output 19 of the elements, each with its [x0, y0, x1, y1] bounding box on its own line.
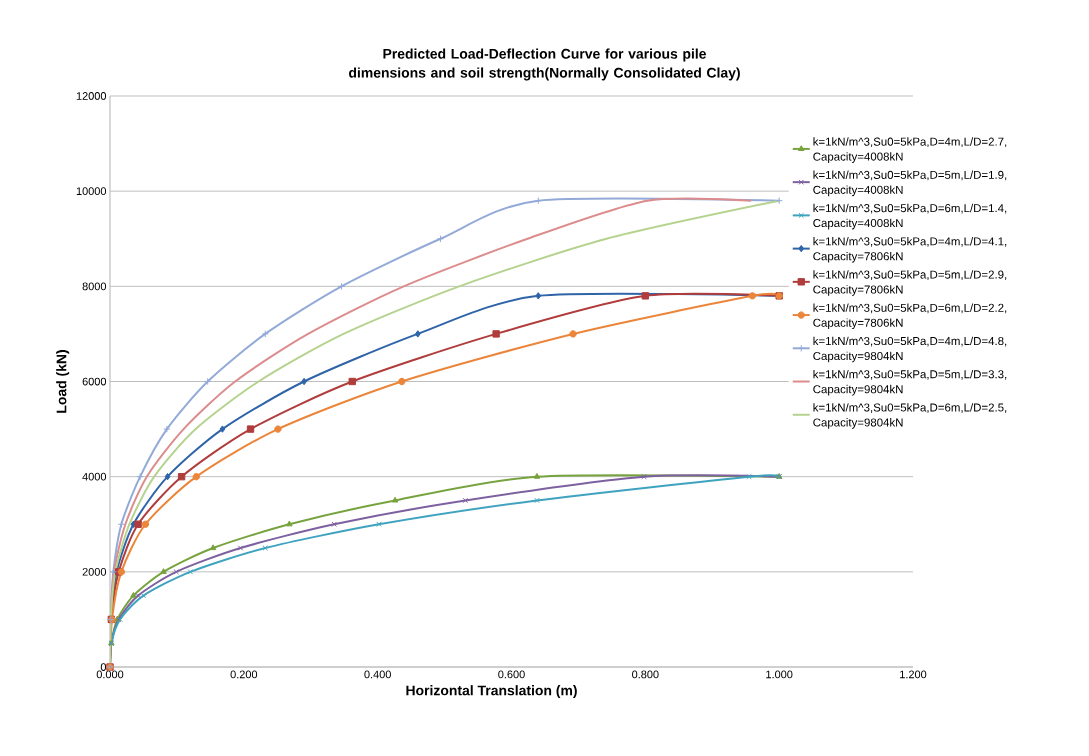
x-tick-label: 1.200 [900, 670, 927, 679]
legend-label: k=1kN/m^3,Su0=5kPa,D=6m,L/D=2.5, Capacity=9804kN [813, 403, 1007, 429]
y-tick-label: 6000 [82, 377, 107, 386]
chart-title: Predicted Load-Deflection Curve for various pile dimensions and soil strength(Normally Consolidated Clay) [349, 48, 740, 81]
y-axis-title: Load (kN) [56, 350, 70, 413]
x-tick-label: 0.400 [364, 670, 391, 679]
y-tick-label: 0 [100, 663, 107, 671]
x-axis-title: Horizontal Translation (m) [406, 685, 577, 699]
y-tick-label: 10000 [76, 187, 107, 196]
legend-label: k=1kN/m^3,Su0=5kPa,D=4m,L/D=4.1, Capacity=7806kN [813, 237, 1007, 263]
y-tick-label: 4000 [82, 472, 107, 481]
x-tick-label: 0.800 [632, 670, 659, 679]
y-tick-label: 12000 [76, 92, 107, 100]
x-tick-label: 0.200 [230, 670, 258, 679]
y-tick-label: 2000 [82, 567, 107, 576]
y-tick-label: 8000 [82, 282, 107, 291]
x-tick-label: 0.000 [96, 670, 124, 679]
x-tick-label: 1.000 [766, 670, 793, 679]
x-tick-label: 0.600 [498, 670, 525, 679]
